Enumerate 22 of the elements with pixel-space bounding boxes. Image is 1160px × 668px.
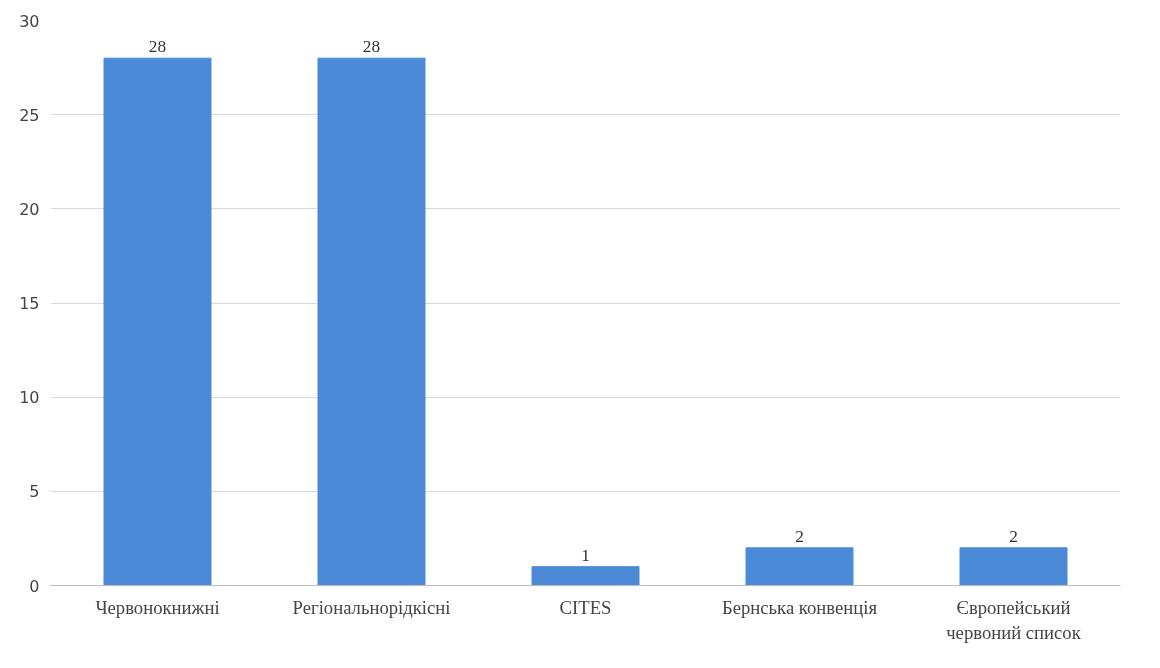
y-tick-label: 25 [19,105,40,125]
y-tick-label: 30 [19,11,40,31]
x-tick-label: Регіональнорідкісні [292,596,451,618]
data-label: 1 [581,545,590,565]
y-tick-label: 0 [29,576,40,596]
data-label: 28 [362,37,381,57]
data-label: 2 [795,526,804,546]
y-tick-label: 10 [19,388,40,408]
bar [531,566,640,586]
y-tick-label: 20 [19,199,40,219]
x-tick-label: Європейський червоний список [946,596,1082,643]
x-tick-label: Червонокнижні [95,596,220,618]
y-tick-label: 5 [29,482,40,502]
bar [745,547,854,586]
x-tick-label: Бернська конвенція [722,596,878,618]
bar [317,57,426,586]
data-label: 28 [148,37,167,57]
data-label: 2 [1009,526,1018,546]
bar [103,57,212,586]
x-tick-label: CITES [559,596,612,618]
y-tick-label: 15 [19,294,40,313]
bar [959,547,1068,586]
